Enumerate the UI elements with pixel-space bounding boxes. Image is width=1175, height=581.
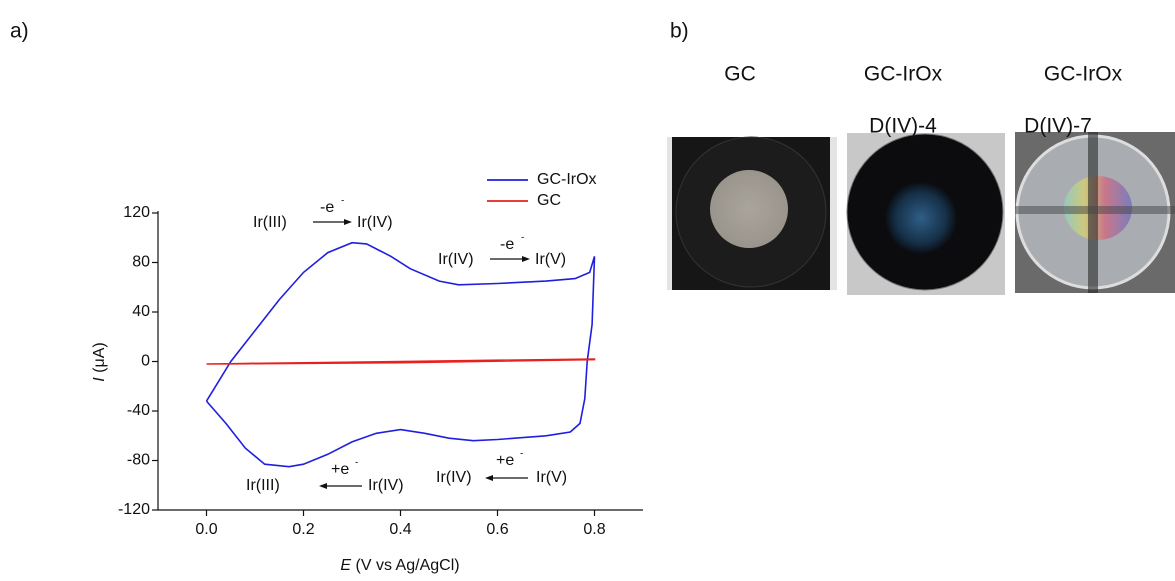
legend-label: GC — [537, 192, 561, 209]
svg-text:Ir(IV): Ir(IV) — [436, 469, 472, 486]
panel-label: b) — [670, 20, 689, 43]
annotation: Ir(IV) -e - Ir(V) — [438, 233, 566, 269]
y-tick-label: 40 — [132, 303, 150, 320]
x-tick-label: 0.6 — [486, 521, 508, 538]
x-tick-label: 0.2 — [292, 521, 314, 538]
svg-text:Ir(V): Ir(V) — [536, 469, 567, 486]
svg-text:-: - — [521, 233, 524, 244]
svg-text:Ir(III): Ir(III) — [246, 477, 280, 494]
svg-text:Ir(V): Ir(V) — [535, 251, 566, 268]
annotation: Ir(IV) +e - Ir(V) — [436, 449, 567, 487]
image-label: GC-IrOx — [864, 63, 943, 86]
photo — [667, 136, 837, 290]
svg-text:+e: +e — [331, 461, 349, 478]
svg-text:-: - — [520, 449, 523, 460]
svg-text:-e: -e — [320, 199, 334, 216]
annotation: Ir(III) -e - Ir(IV) — [253, 196, 393, 232]
series-line — [206, 358, 596, 365]
photo — [1015, 132, 1175, 293]
photo — [846, 133, 1005, 295]
series-line — [205, 241, 596, 468]
svg-text:Ir(IV): Ir(IV) — [368, 477, 404, 494]
x-tick-label: 0.0 — [195, 521, 217, 538]
svg-text:Ir(IV): Ir(IV) — [357, 214, 393, 231]
y-tick-label: 120 — [123, 204, 150, 221]
svg-text:Ir(III): Ir(III) — [253, 214, 287, 231]
y-tick-label: 0 — [141, 353, 150, 370]
y-axis-label: I (μA) — [91, 342, 108, 381]
svg-text:Ir(IV): Ir(IV) — [438, 251, 474, 268]
svg-text:-: - — [341, 196, 344, 207]
y-tick-label: 80 — [132, 254, 150, 271]
x-tick-label: 0.4 — [389, 521, 411, 538]
image-sublabel: D(IV)-4 — [869, 115, 937, 138]
x-tick-label: 0.8 — [583, 521, 605, 538]
y-tick-label: -80 — [127, 452, 150, 469]
panel-label: a) — [10, 20, 29, 43]
svg-text:+e: +e — [496, 452, 514, 469]
y-tick-label: -120 — [118, 501, 150, 518]
image-label: GC-IrOx — [1044, 63, 1123, 86]
legend-label: GC-IrOx — [537, 171, 597, 188]
y-tick-label: -40 — [127, 402, 150, 419]
annotation: Ir(III) +e - Ir(IV) — [246, 458, 404, 495]
x-axis-label: E (V vs Ag/AgCl) — [340, 557, 459, 574]
image-label: GC — [724, 63, 756, 86]
svg-text:-e: -e — [500, 236, 514, 253]
svg-text:-: - — [355, 458, 358, 469]
image-sublabel: D(IV)-7 — [1024, 115, 1092, 138]
